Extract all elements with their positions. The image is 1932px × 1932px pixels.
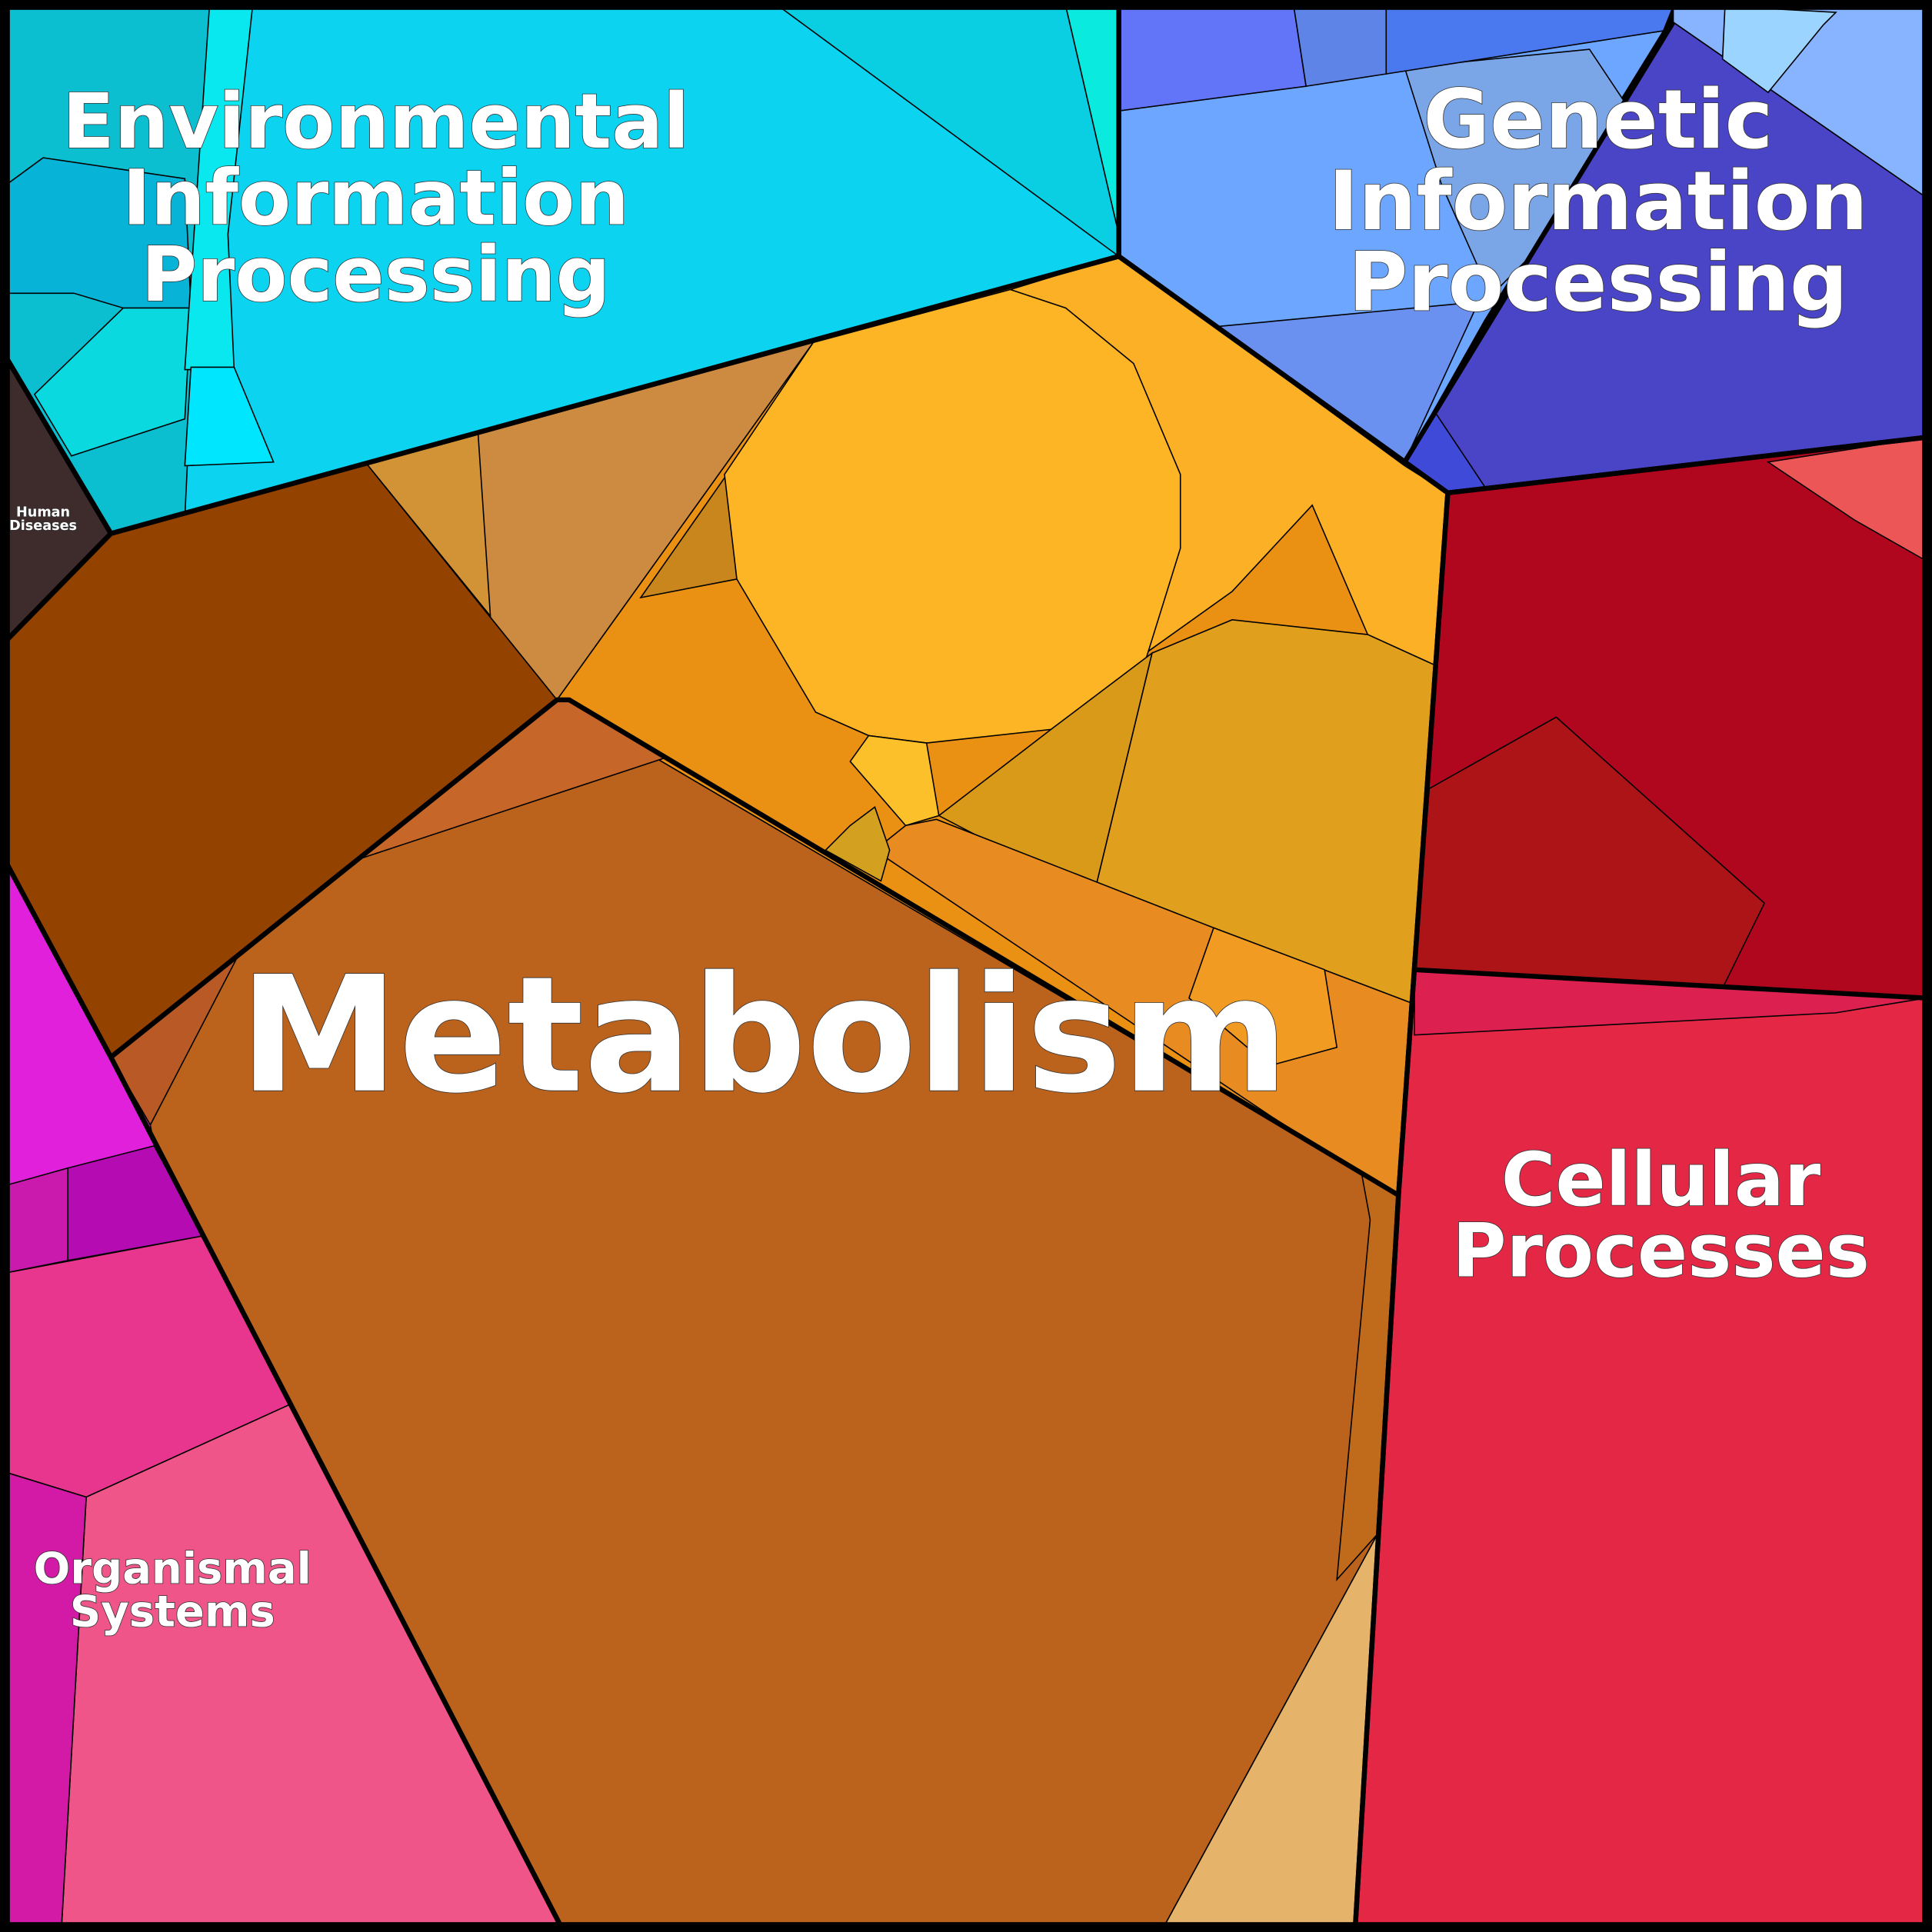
label-line: Cellular	[1501, 1137, 1821, 1223]
label-line: Information	[1328, 154, 1868, 248]
cell	[1721, 5, 1837, 94]
region-label: Human Diseases	[9, 505, 77, 534]
region-label: Organismal Systems	[34, 1544, 311, 1637]
cell	[1293, 5, 1387, 88]
cell	[1188, 927, 1338, 1067]
label-line: Diseases	[9, 518, 77, 534]
cell	[1354, 968, 1927, 1927]
label-line: Information	[122, 155, 629, 243]
label-line: Human	[16, 505, 70, 520]
label-line: Genetic	[1423, 72, 1773, 167]
cell	[824, 806, 891, 882]
label-line: Metabolism	[239, 943, 1288, 1129]
labels: Environmental Information ProcessingGeneti…	[8, 72, 1870, 1637]
region-label: Metabolism	[239, 943, 1288, 1129]
region-label: Genetic Information Processing	[1328, 72, 1868, 329]
cell	[184, 366, 275, 467]
region-border	[1414, 967, 1927, 1001]
cell	[849, 734, 940, 827]
label-line: Environmental	[62, 78, 689, 166]
label-line: Processes	[1452, 1208, 1870, 1294]
region-label: Cellular Processes	[1452, 1137, 1870, 1294]
region-label: Environmental Information Processing	[62, 78, 689, 319]
cell	[5, 1167, 68, 1274]
label-line: Organismal	[34, 1544, 311, 1594]
region-border	[109, 697, 1400, 1198]
label-line: Processing	[141, 231, 610, 319]
cells	[5, 5, 1927, 1927]
region-border	[1402, 21, 1676, 464]
label-line: Systems	[70, 1587, 275, 1637]
label-line: Processing	[1348, 235, 1848, 330]
